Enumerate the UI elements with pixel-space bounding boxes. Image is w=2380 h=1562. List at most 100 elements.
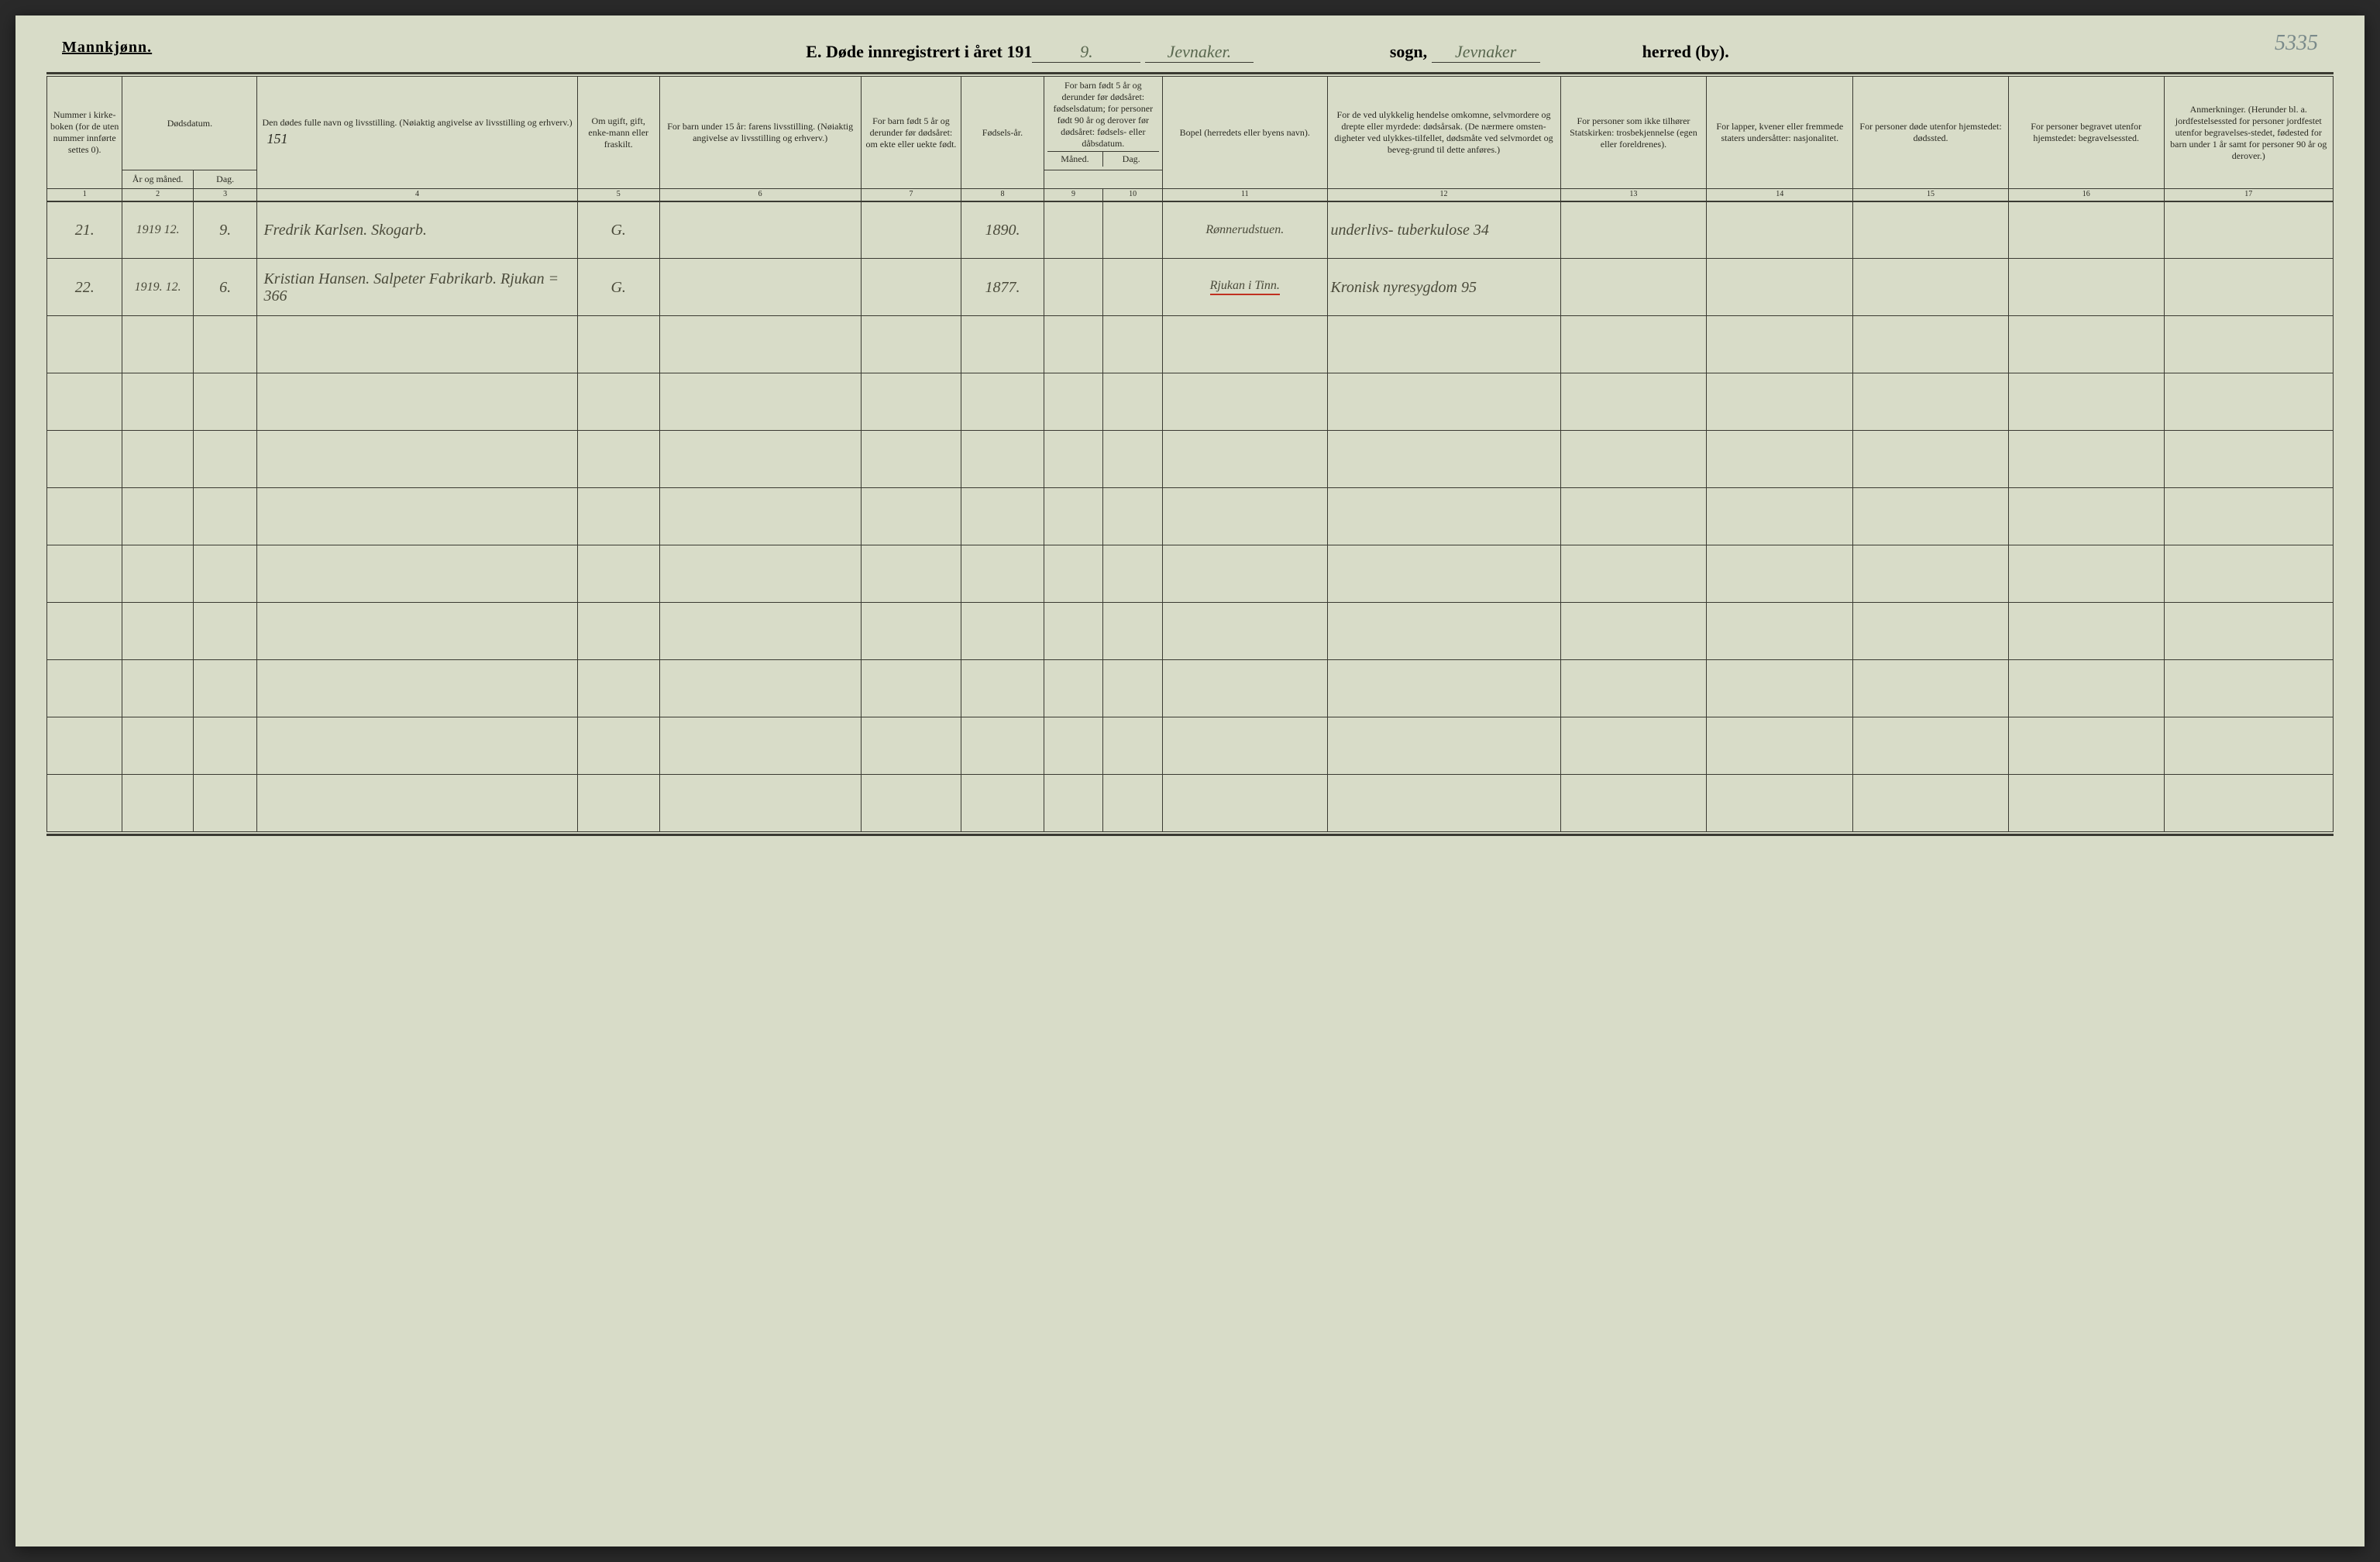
cell-empty bbox=[47, 545, 122, 603]
cell-empty bbox=[1707, 717, 1853, 775]
page-note-151: 151 bbox=[260, 130, 287, 148]
cell-empty bbox=[193, 488, 257, 545]
cell-empty bbox=[1853, 603, 2009, 660]
cell-empty bbox=[2164, 775, 2333, 832]
table-row: 21. 1919 12. 9. Fredrik Karlsen. Skogarb… bbox=[47, 201, 2334, 259]
cell-empty bbox=[1327, 775, 1560, 832]
cell-empty bbox=[193, 717, 257, 775]
cell-empty bbox=[1163, 603, 1327, 660]
cell-empty bbox=[1103, 603, 1163, 660]
cell-name: Fredrik Karlsen. Skogarb. bbox=[257, 201, 577, 259]
cell-empty bbox=[961, 316, 1044, 373]
cell-empty bbox=[122, 775, 193, 832]
cell-empty bbox=[1163, 488, 1327, 545]
cell-empty bbox=[193, 603, 257, 660]
cell-empty bbox=[1560, 316, 1707, 373]
cell-empty bbox=[1560, 488, 1707, 545]
cell-empty bbox=[1044, 603, 1103, 660]
parish-handwritten: Jevnaker. bbox=[1145, 42, 1254, 63]
col-2-top-header: Dødsdatum. bbox=[122, 77, 257, 170]
cell-empty bbox=[961, 545, 1044, 603]
cell-empty bbox=[861, 545, 961, 603]
col-11-header: Bopel (herredets eller byens navn). bbox=[1163, 77, 1327, 189]
col-1-header: Nummer i kirke-boken (for de uten nummer… bbox=[47, 77, 122, 189]
cell-empty bbox=[1103, 717, 1163, 775]
cell-day: 9. bbox=[193, 201, 257, 259]
cell-father bbox=[659, 259, 861, 316]
table-row: 22. 1919. 12. 6. Kristian Hansen. Salpet… bbox=[47, 259, 2334, 316]
cell-empty bbox=[122, 545, 193, 603]
cell-empty bbox=[659, 603, 861, 660]
cell-empty bbox=[577, 373, 659, 431]
cell-empty bbox=[257, 603, 577, 660]
cell-empty bbox=[47, 316, 122, 373]
cell-empty bbox=[1327, 660, 1560, 717]
colnum: 12 bbox=[1327, 189, 1560, 201]
cell-empty bbox=[2008, 545, 2164, 603]
table-row-empty bbox=[47, 431, 2334, 488]
colnum: 11 bbox=[1163, 189, 1327, 201]
cell-empty bbox=[2008, 431, 2164, 488]
cell-empty bbox=[257, 488, 577, 545]
cell-empty bbox=[1163, 545, 1327, 603]
cell-empty bbox=[659, 545, 861, 603]
col-9a-header: Måned. bbox=[1047, 152, 1104, 167]
col-4-text: Den dødes fulle navn og livsstilling. (N… bbox=[262, 117, 572, 129]
table-row-empty bbox=[47, 660, 2334, 717]
cell-empty bbox=[961, 603, 1044, 660]
col-12-header: For de ved ulykkelig hendelse omkomne, s… bbox=[1327, 77, 1560, 189]
register-page: 5335 Mannkjønn. E. Døde innregistrert i … bbox=[15, 15, 2365, 1547]
header-gender-label: Mannkjønn. bbox=[62, 39, 152, 57]
cell-empty bbox=[47, 373, 122, 431]
cell-c9 bbox=[1044, 201, 1103, 259]
cell-empty bbox=[659, 316, 861, 373]
cell-empty bbox=[659, 775, 861, 832]
colnum: 13 bbox=[1560, 189, 1707, 201]
cell-status: G. bbox=[577, 259, 659, 316]
col-2b-header: Dag. bbox=[193, 170, 257, 189]
cell-empty bbox=[1560, 775, 1707, 832]
sogn-label: sogn, bbox=[1390, 42, 1427, 61]
cell-empty bbox=[1853, 431, 2009, 488]
cell-empty bbox=[1103, 373, 1163, 431]
cell-status: G. bbox=[577, 201, 659, 259]
cell-empty bbox=[122, 603, 193, 660]
cell-empty bbox=[1327, 373, 1560, 431]
cell-empty bbox=[2164, 717, 2333, 775]
cell-empty bbox=[193, 373, 257, 431]
cell-empty bbox=[1560, 373, 1707, 431]
cell-empty bbox=[961, 431, 1044, 488]
cell-empty bbox=[659, 717, 861, 775]
colnum: 15 bbox=[1853, 189, 2009, 201]
cell-empty bbox=[47, 431, 122, 488]
cell-empty bbox=[1560, 545, 1707, 603]
cell-year-month: 1919. 12. bbox=[122, 259, 193, 316]
cell-residence: Rønnerudstuen. bbox=[1163, 201, 1327, 259]
cell-empty bbox=[193, 545, 257, 603]
col-8-header: Fødsels-år. bbox=[961, 77, 1044, 189]
cell-empty bbox=[122, 373, 193, 431]
title-year-suffix: 9. bbox=[1032, 42, 1140, 63]
cell-empty bbox=[122, 316, 193, 373]
cell-empty bbox=[257, 431, 577, 488]
cell-c10 bbox=[1103, 201, 1163, 259]
cell-empty bbox=[1707, 545, 1853, 603]
cell-empty bbox=[193, 660, 257, 717]
cell-empty bbox=[1163, 717, 1327, 775]
cell-empty bbox=[2164, 373, 2333, 431]
cell-empty bbox=[2164, 603, 2333, 660]
cell-residence: Rjukan i Tinn. bbox=[1163, 259, 1327, 316]
cell-cause: Kronisk nyresygdom 95 bbox=[1327, 259, 1560, 316]
cell-empty bbox=[1327, 545, 1560, 603]
cell-cause: underlivs- tuberkulose 34 bbox=[1327, 201, 1560, 259]
cell-empty bbox=[2164, 488, 2333, 545]
cell-birth-year: 1890. bbox=[961, 201, 1044, 259]
cell-empty bbox=[659, 660, 861, 717]
cell-empty bbox=[961, 717, 1044, 775]
cell-c17 bbox=[2164, 259, 2333, 316]
cell-empty bbox=[1707, 603, 1853, 660]
cell-c14 bbox=[1707, 201, 1853, 259]
cell-empty bbox=[1044, 431, 1103, 488]
cell-empty bbox=[861, 431, 961, 488]
cell-empty bbox=[659, 431, 861, 488]
